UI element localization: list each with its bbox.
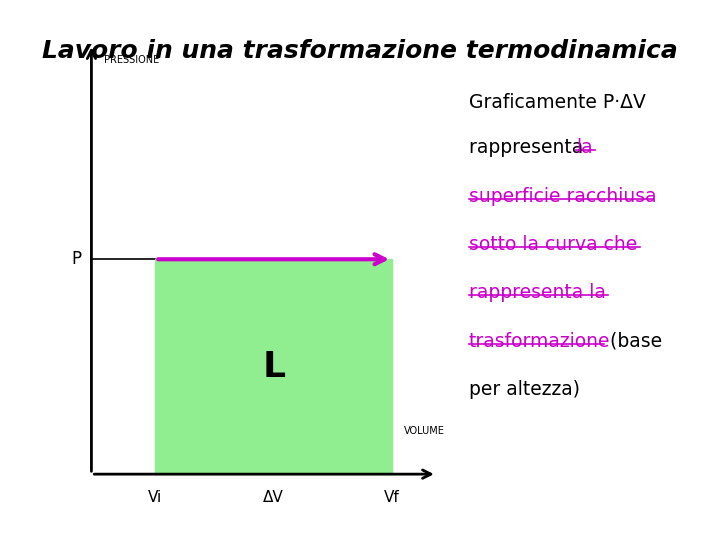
- Text: ΔV: ΔV: [264, 490, 284, 505]
- Text: rappresenta la: rappresenta la: [469, 284, 606, 302]
- Text: (base: (base: [604, 332, 662, 351]
- FancyBboxPatch shape: [156, 259, 392, 474]
- Text: la: la: [576, 138, 593, 157]
- Text: rappresenta: rappresenta: [469, 138, 589, 157]
- Text: PRESSIONE: PRESSIONE: [104, 55, 159, 65]
- Text: trasformazione: trasformazione: [469, 332, 611, 351]
- Text: P: P: [72, 250, 82, 268]
- Text: superficie racchiusa: superficie racchiusa: [469, 187, 657, 206]
- Text: L: L: [262, 350, 285, 384]
- Text: Vi: Vi: [148, 490, 163, 505]
- Text: VOLUME: VOLUME: [403, 426, 444, 436]
- Text: Vf: Vf: [384, 490, 400, 505]
- Text: per altezza): per altezza): [469, 380, 580, 399]
- Text: sotto la curva che: sotto la curva che: [469, 235, 637, 254]
- Text: Lavoro in una trasformazione termodinamica: Lavoro in una trasformazione termodinami…: [42, 39, 678, 63]
- Text: Graficamente P·ΔV: Graficamente P·ΔV: [469, 93, 646, 112]
